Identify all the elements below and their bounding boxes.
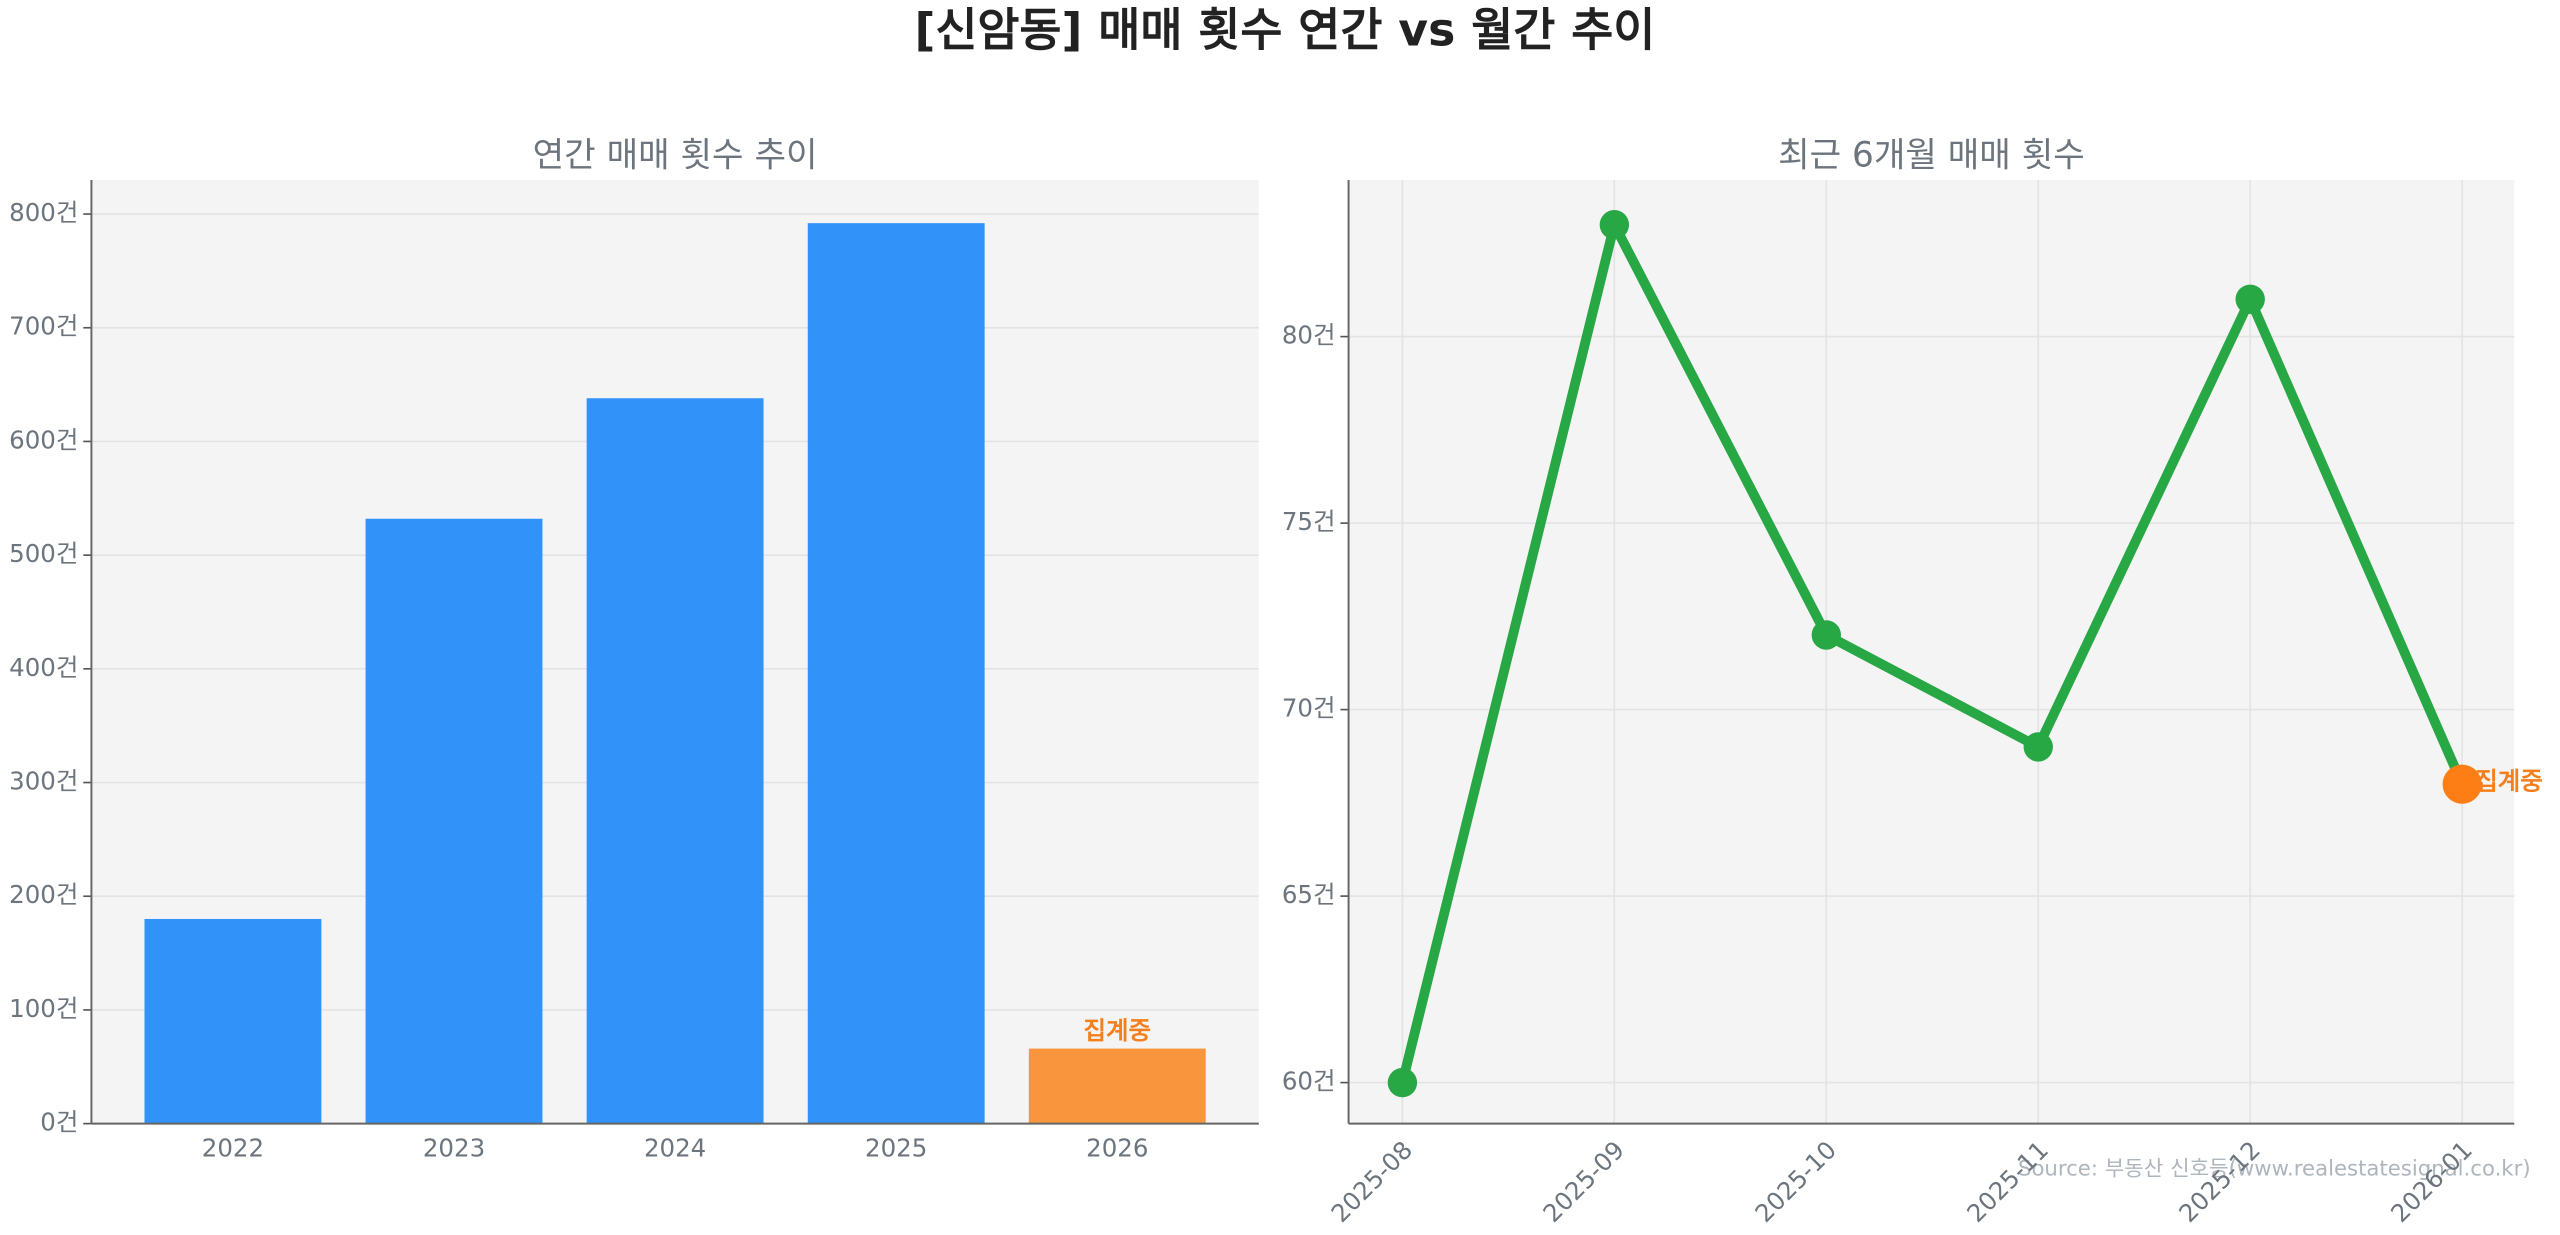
y-tick-label: 500건: [9, 539, 78, 568]
y-tick-label: 800건: [9, 198, 78, 227]
point: [1387, 1067, 1418, 1098]
x-tick-label: 2025-12: [2173, 1135, 2266, 1228]
line: [1397, 210, 2467, 1084]
point: [2023, 732, 2053, 762]
x-tick-label: 2025-09: [1537, 1135, 1630, 1228]
point: [1599, 210, 1630, 240]
subplot-title: 최근 6개월 매매 횟수: [1778, 136, 2085, 176]
y-tick-label: 60건: [1282, 1067, 1336, 1096]
y-tick-label: 700건: [9, 312, 78, 341]
y-tick-label: 100건: [9, 994, 78, 1023]
x-tick-label: 2026: [1086, 1134, 1148, 1163]
y-tick-label: 600건: [9, 425, 78, 454]
y-tick-label: 65건: [1282, 880, 1336, 909]
x-tick-label: 2026-01: [2385, 1135, 2478, 1228]
point: [2442, 764, 2482, 804]
bar: [365, 518, 543, 1124]
source-note: Source: 부동산 신호등(www.realestatesignal.co.…: [2018, 1156, 2531, 1181]
bar: [586, 398, 764, 1124]
x-tick-label: 2024: [644, 1134, 706, 1163]
x-tick-label: 2025-08: [1325, 1135, 1418, 1228]
y-tick-label: 80건: [1282, 321, 1336, 350]
y-tick-label: 200건: [9, 880, 78, 909]
x-tick-label: 2025-10: [1749, 1135, 1842, 1228]
y-tick-label: 400건: [9, 653, 78, 682]
bar: [144, 918, 322, 1124]
y-tick-label: 0건: [40, 1108, 78, 1137]
y-tick-label: 70건: [1282, 694, 1336, 723]
subplot-title: 연간 매매 횟수 추이: [533, 136, 818, 176]
x-tick-label: 2025-11: [1961, 1135, 2054, 1228]
point: [1811, 620, 1841, 650]
annotation: 집계중: [2475, 767, 2543, 796]
x-tick-label: 2023: [423, 1134, 485, 1163]
bar: [1028, 1048, 1206, 1124]
bar: [807, 223, 985, 1124]
y-tick-label: 300건: [9, 767, 78, 796]
x-tick-label: 2025: [865, 1134, 927, 1163]
figure-title: [신암동] 매매 횟수 연간 vs 월간 추이: [914, 4, 1655, 57]
plot-area: [1348, 179, 2515, 1124]
x-tick-label: 2022: [202, 1134, 264, 1163]
point: [2235, 284, 2265, 315]
annotation: 집계중: [1084, 1016, 1152, 1045]
y-tick-label: 75건: [1282, 507, 1336, 536]
